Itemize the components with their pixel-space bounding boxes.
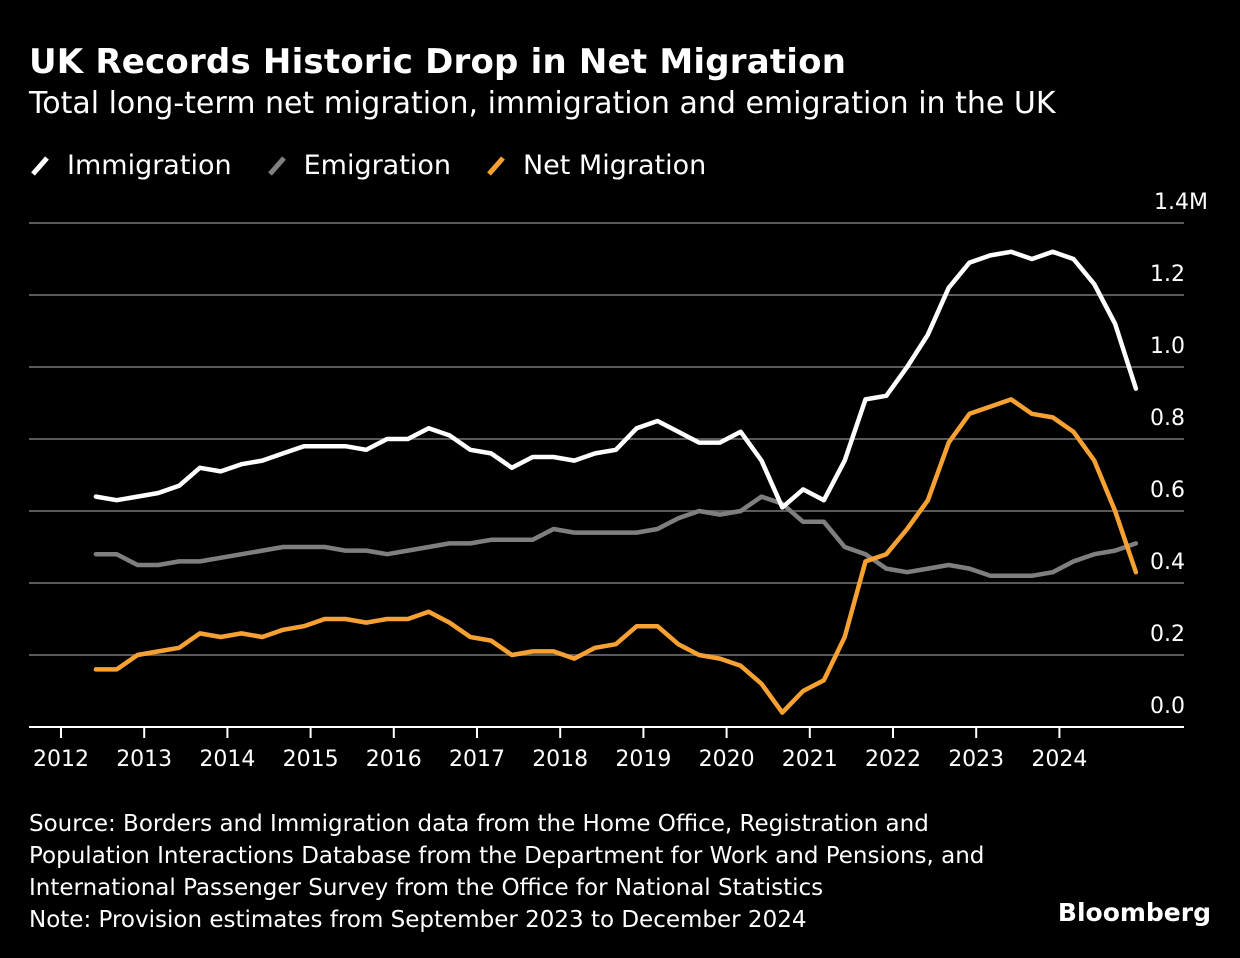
x-tick-label: 2014 [199, 747, 255, 772]
x-tick-label: 2012 [33, 747, 89, 772]
x-tick-label: 2017 [449, 747, 505, 772]
x-tick-label: 2019 [615, 747, 671, 772]
chart-subtitle: Total long-term net migration, immigrati… [29, 86, 1056, 121]
x-tick-label: 2022 [865, 747, 921, 772]
bloomberg-logo: Bloomberg [1057, 898, 1211, 927]
slash-swatch-icon [267, 155, 286, 176]
legend-label: Immigration [67, 150, 232, 181]
legend-label: Net Migration [522, 150, 707, 181]
y-tick-label: 1.2 [1150, 262, 1185, 287]
y-tick-label: 0.2 [1150, 622, 1185, 647]
source-line: Source: Borders and Immigration data fro… [29, 811, 929, 837]
x-tick-label: 2013 [116, 747, 172, 772]
x-tick-label: 2021 [782, 747, 838, 772]
slash-swatch-icon [31, 155, 49, 176]
legend-item-immigration: Immigration [29, 150, 232, 181]
series-line-net-migration [93, 397, 1139, 715]
slash-swatch-icon [487, 155, 505, 176]
series-line-immigration [93, 249, 1139, 510]
chart-title: UK Records Historic Drop in Net Migratio… [29, 42, 847, 82]
legend-item-emigration: Emigration [266, 150, 451, 181]
x-tick-label: 2023 [948, 747, 1004, 772]
series-line-emigration [93, 494, 1139, 579]
source-line: International Passenger Survey from the … [29, 875, 824, 901]
x-tick-label: 2018 [532, 747, 588, 772]
source-line: Population Interactions Database from th… [29, 843, 985, 869]
x-tick-label: 2020 [699, 747, 755, 772]
y-tick-label: 1.4M [1154, 190, 1208, 215]
x-tick-label: 2024 [1031, 747, 1087, 772]
y-tick-label: 0.4 [1150, 550, 1185, 575]
legend-label: Emigration [303, 150, 451, 181]
x-tick-label: 2016 [366, 747, 422, 772]
legend: Immigration Emigration Net Migration [29, 150, 740, 181]
source-note: Source: Borders and Immigration data fro… [29, 808, 984, 936]
y-tick-label: 1.0 [1150, 334, 1185, 359]
y-tick-label: 0.6 [1150, 478, 1185, 503]
y-tick-label: 0.0 [1150, 694, 1185, 719]
x-tick-label: 2015 [283, 747, 339, 772]
y-tick-label: 0.8 [1150, 406, 1185, 431]
legend-item-net-migration: Net Migration [485, 150, 706, 181]
note-line: Note: Provision estimates from September… [29, 907, 807, 933]
